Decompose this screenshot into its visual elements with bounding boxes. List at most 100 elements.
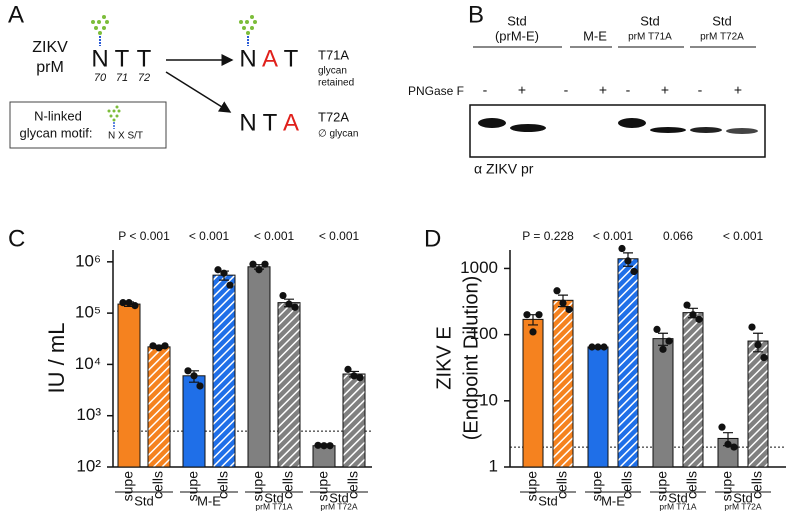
y-tick-label: 10	[479, 390, 498, 409]
data-point	[326, 442, 334, 450]
p-value: < 0.001	[593, 229, 634, 243]
x-tick-label: supe	[719, 471, 735, 502]
residue: N	[239, 109, 256, 136]
mutant-note: retained	[318, 78, 354, 89]
x-tick-label: supe	[185, 471, 201, 502]
bar	[277, 302, 301, 468]
bar	[182, 375, 206, 468]
data-point	[131, 302, 139, 310]
group-sublabel: prM T71A	[255, 501, 292, 511]
group-label: M-E	[197, 493, 221, 508]
data-point	[255, 266, 263, 274]
data-point	[196, 382, 204, 390]
lane-label: (prM-E)	[495, 28, 539, 43]
motif-title: glycan motif:	[20, 125, 93, 140]
data-point	[630, 267, 638, 276]
glycan-icon	[107, 105, 121, 129]
data-point	[220, 269, 228, 277]
data-point	[730, 443, 738, 451]
data-point	[689, 311, 697, 319]
group-sublabel: prM T72A	[724, 501, 761, 511]
panel-letter: C	[8, 225, 25, 252]
x-tick-label: supe	[524, 471, 540, 502]
y-axis-label: IU / mL	[44, 323, 69, 394]
data-point	[279, 291, 287, 300]
data-point	[665, 337, 673, 345]
data-point	[600, 343, 608, 351]
bar	[552, 299, 574, 468]
data-point	[249, 260, 257, 268]
antibody-label: α ZIKV pr	[474, 161, 534, 177]
lane-label: Std	[507, 13, 527, 28]
data-point	[149, 342, 157, 350]
data-point	[529, 328, 537, 336]
panel-letter: B	[468, 1, 484, 28]
data-point	[155, 344, 163, 352]
x-tick-label: supe	[250, 471, 266, 502]
data-point	[718, 423, 726, 431]
sign: +	[518, 82, 526, 98]
x-tick-label: supe	[654, 471, 670, 502]
y-axis-label: ZIKV E	[433, 326, 455, 389]
sign: +	[599, 82, 607, 98]
lane-sublabel: prM T71A	[628, 32, 672, 43]
bar	[342, 373, 366, 468]
p-value: P < 0.001	[118, 229, 170, 243]
residue: N	[91, 45, 108, 72]
data-point	[624, 257, 632, 265]
bar	[147, 346, 171, 468]
panel-letter: A	[8, 1, 24, 28]
data-point	[653, 325, 661, 333]
data-point	[356, 374, 364, 382]
position: 70	[94, 72, 107, 84]
data-point	[659, 345, 667, 353]
treatment-label: PNGase F	[408, 84, 464, 98]
data-point	[320, 442, 328, 450]
lane-label: M-E	[583, 28, 607, 43]
residue: T	[284, 45, 299, 72]
x-tick-label: supe	[315, 471, 331, 502]
p-value: 0.066	[663, 229, 693, 243]
panel-letter: D	[424, 225, 441, 252]
residue: T	[263, 109, 278, 136]
data-point	[754, 341, 762, 349]
data-point	[565, 305, 573, 314]
sign: +	[661, 82, 669, 98]
data-point	[125, 299, 133, 307]
position: 72	[138, 72, 150, 84]
bar	[212, 274, 236, 468]
panel-a: A ZIKV prM N T T 70 71 72 N A T T71A gly…	[8, 1, 358, 149]
data-point	[119, 299, 127, 307]
lane-sublabel: prM T72A	[700, 32, 744, 43]
sign: -	[483, 82, 488, 98]
data-point	[588, 343, 596, 351]
bar	[117, 303, 141, 468]
sign: -	[626, 82, 631, 98]
glycan-icon	[239, 15, 257, 46]
data-point	[748, 323, 756, 331]
motif-title: N-linked	[34, 108, 82, 123]
p-value: < 0.001	[723, 229, 764, 243]
motif: N X S/T	[108, 131, 143, 142]
group-sublabel: prM T72A	[320, 501, 357, 511]
bar	[587, 346, 609, 468]
position: 71	[116, 72, 128, 84]
mutant-name: T72A	[318, 109, 349, 124]
data-point	[523, 311, 531, 319]
sign: -	[564, 82, 569, 98]
data-point	[724, 440, 732, 448]
data-point	[535, 311, 543, 319]
mutant-note: glycan	[318, 66, 347, 77]
data-point	[261, 260, 269, 268]
group-label: Std	[264, 490, 284, 505]
signs: - + - + - + - +	[483, 82, 742, 98]
data-point	[190, 372, 198, 380]
data-point	[226, 281, 234, 289]
mutated-residue: A	[283, 109, 299, 136]
mutant-note: ∅ glycan	[318, 129, 358, 140]
residue: T	[137, 45, 152, 72]
data-point	[184, 367, 192, 375]
data-point	[214, 266, 222, 274]
y-tick-label: 10²	[76, 456, 101, 475]
